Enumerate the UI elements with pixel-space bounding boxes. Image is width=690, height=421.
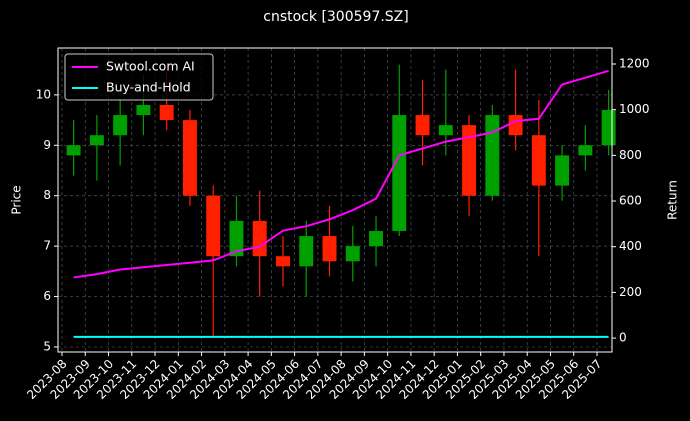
candle-body xyxy=(66,145,81,156)
candle-body xyxy=(508,115,523,136)
y-axis-label: Price xyxy=(10,185,24,214)
candle-body xyxy=(601,110,616,146)
legend-label: Buy-and-Hold xyxy=(106,80,191,95)
candle-body xyxy=(159,104,174,121)
candle-body xyxy=(555,155,570,186)
y-tick-label: 9 xyxy=(43,138,51,152)
y2-tick-label: 800 xyxy=(619,148,642,162)
candle-body xyxy=(182,120,197,196)
y2-tick-label: 1000 xyxy=(619,102,650,116)
y-tick-label: 7 xyxy=(43,239,51,253)
candle-body xyxy=(322,236,337,262)
candle-body xyxy=(438,125,453,136)
y2-axis-label: Return xyxy=(666,180,680,220)
candle-body xyxy=(299,236,314,267)
candle-body xyxy=(485,115,500,196)
y2-tick-label: 0 xyxy=(619,331,627,345)
candle-body xyxy=(113,115,128,136)
candle-body xyxy=(415,115,430,136)
plot-frame xyxy=(57,47,613,353)
candle-body xyxy=(206,195,221,257)
candle-body xyxy=(89,135,104,146)
y-tick-label: 10 xyxy=(36,87,51,101)
y-tick-label: 5 xyxy=(43,339,51,353)
candle-body xyxy=(276,256,290,267)
candle-body xyxy=(531,135,546,186)
chart-title: cnstock [300597.SZ] xyxy=(263,9,408,25)
candle-body xyxy=(462,125,477,196)
candle-body xyxy=(578,145,593,156)
y2-tick-label: 400 xyxy=(619,239,642,253)
candle-body xyxy=(369,231,383,247)
y2-tick-label: 200 xyxy=(619,285,642,299)
candle-body xyxy=(136,104,151,116)
candle-body xyxy=(229,220,244,257)
legend-box xyxy=(64,53,214,101)
y2-tick-label: 600 xyxy=(619,194,642,208)
candle-body xyxy=(252,220,267,257)
y-tick-label: 6 xyxy=(43,289,51,303)
legend-label: Swtool.com AI xyxy=(106,59,195,74)
y-tick-label: 8 xyxy=(43,188,51,202)
y2-tick-label: 1200 xyxy=(619,56,650,70)
return-line xyxy=(73,69,609,279)
candle-body xyxy=(345,246,360,262)
candle-body xyxy=(392,115,407,232)
